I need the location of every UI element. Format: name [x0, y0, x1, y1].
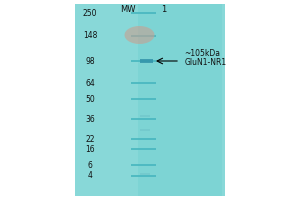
Text: 36: 36 [85, 114, 95, 123]
Bar [130, 82, 156, 84]
Text: 250: 250 [83, 8, 97, 18]
Bar [140, 173, 150, 175]
Text: 64: 64 [85, 78, 95, 88]
Bar [75, 4, 225, 196]
Text: 148: 148 [83, 31, 97, 40]
Text: 98: 98 [85, 56, 95, 66]
Bar [140, 115, 150, 117]
Bar [130, 60, 156, 62]
Text: MW: MW [120, 5, 135, 14]
Text: ~105kDa: ~105kDa [184, 49, 220, 58]
Text: 1: 1 [161, 5, 166, 14]
Bar [140, 129, 150, 131]
Bar [140, 59, 153, 63]
Text: GluN1-NR1: GluN1-NR1 [184, 58, 226, 67]
Text: 4: 4 [88, 171, 92, 180]
Text: 50: 50 [85, 95, 95, 104]
Text: 16: 16 [85, 144, 95, 154]
Bar [130, 12, 156, 14]
Bar [130, 98, 156, 100]
Bar [130, 138, 156, 140]
Bar [130, 148, 156, 150]
Bar [130, 164, 156, 166]
Bar [138, 4, 222, 196]
Bar [130, 175, 156, 177]
Bar [130, 118, 156, 120]
Bar [130, 35, 156, 37]
Text: 22: 22 [85, 134, 95, 144]
Text: 6: 6 [88, 160, 92, 170]
Ellipse shape [124, 26, 154, 44]
